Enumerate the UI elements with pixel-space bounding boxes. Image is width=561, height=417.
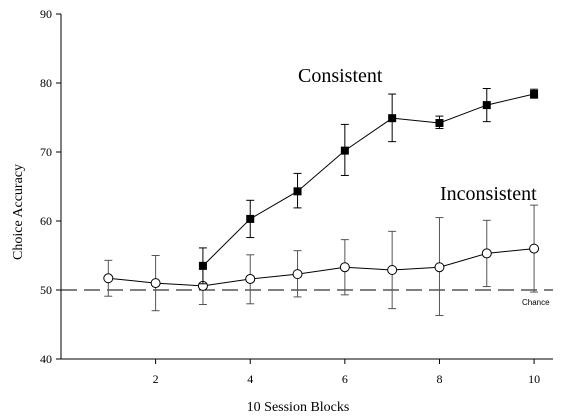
series-layer bbox=[103, 88, 540, 317]
x-tick-label: 10 bbox=[528, 372, 540, 386]
data-point bbox=[388, 114, 397, 123]
data-point bbox=[198, 261, 207, 270]
data-point bbox=[293, 187, 302, 196]
data-point bbox=[292, 269, 303, 280]
x-tick-label: 6 bbox=[342, 372, 348, 386]
series-label-consistent: Consistent bbox=[298, 65, 383, 87]
y-tick-label: 90 bbox=[40, 7, 52, 21]
data-point bbox=[103, 273, 114, 284]
data-point bbox=[529, 243, 540, 254]
x-tick-label: 8 bbox=[436, 372, 442, 386]
y-axis-title: Choice Accuracy bbox=[11, 164, 26, 260]
x-tick-label: 2 bbox=[153, 372, 159, 386]
y-tick-label: 40 bbox=[40, 352, 52, 366]
data-point bbox=[387, 264, 398, 275]
data-point bbox=[482, 101, 491, 110]
series-line bbox=[202, 93, 535, 267]
data-point bbox=[481, 248, 492, 259]
data-point bbox=[530, 90, 539, 99]
y-tick-label: 80 bbox=[40, 76, 52, 90]
data-point bbox=[339, 262, 350, 273]
y-ticks: 40 50 60 70 80 90 bbox=[40, 7, 61, 366]
x-tick-label: 4 bbox=[247, 372, 253, 386]
y-tick-label: 70 bbox=[40, 145, 52, 159]
chance-label: Chance bbox=[522, 298, 550, 307]
series-inconsistent bbox=[103, 204, 540, 317]
x-ticks: 2 4 6 8 10 bbox=[153, 359, 540, 386]
y-tick-label: 50 bbox=[40, 283, 52, 297]
series-consistent bbox=[198, 88, 539, 285]
axes bbox=[60, 14, 553, 360]
data-point bbox=[340, 146, 349, 155]
data-point bbox=[434, 262, 445, 273]
y-tick-label: 60 bbox=[40, 214, 52, 228]
data-point bbox=[150, 278, 161, 289]
data-point bbox=[246, 214, 255, 223]
data-point bbox=[245, 273, 256, 284]
series-line bbox=[108, 248, 535, 287]
x-axis-title: 10 Session Blocks bbox=[247, 400, 350, 415]
series-label-inconsistent: Inconsistent bbox=[440, 183, 537, 205]
data-point bbox=[435, 119, 444, 128]
